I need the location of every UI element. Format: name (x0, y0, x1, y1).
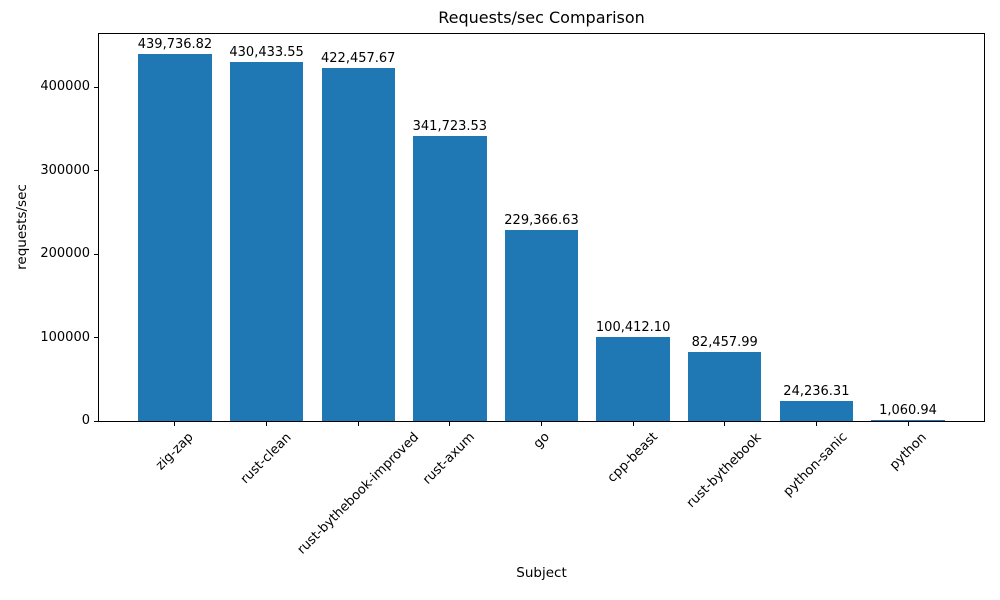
bar-value-label: 82,457.99 (691, 335, 758, 351)
x-tick-mark (907, 422, 909, 426)
y-tick-label: 200000 (40, 246, 90, 262)
x-tick-mark (449, 422, 451, 426)
y-tick-label: 400000 (40, 79, 90, 95)
bar-value-label: 1,060.94 (879, 403, 937, 418)
bar-value-label: 422,457.67 (321, 51, 396, 67)
bar (596, 337, 670, 421)
y-tick-mark (94, 253, 98, 255)
bar-value-label: 229,366.63 (504, 212, 579, 228)
y-tick-mark (94, 337, 98, 339)
bar (688, 352, 762, 421)
x-tick-mark (266, 422, 268, 426)
x-tick-label: cpp-beast (604, 429, 662, 487)
x-tick-mark (632, 422, 634, 426)
y-tick-mark (94, 170, 98, 172)
bar (321, 68, 395, 421)
bar (871, 420, 945, 421)
y-tick-label: 100000 (40, 329, 90, 345)
x-tick-label: zig-zap (153, 429, 197, 474)
y-tick-label: 0 (81, 413, 90, 428)
bar-value-label: 341,723.53 (412, 118, 488, 134)
y-tick-label: 300000 (40, 162, 90, 178)
x-tick-mark (174, 422, 176, 426)
bar-value-label: 24,236.31 (783, 383, 850, 399)
x-tick-mark (724, 422, 726, 426)
x-tick-label: python (886, 429, 930, 473)
chart-title: Requests/sec Comparison (438, 8, 645, 27)
bar-value-label: 430,433.55 (229, 44, 304, 60)
x-tick-mark (815, 422, 817, 426)
bar (779, 400, 854, 421)
bar-value-label: 100,412.10 (595, 320, 671, 336)
x-tick-label: rust-axum (420, 430, 479, 488)
bar-value-label: 439,736.82 (137, 37, 213, 53)
bar (138, 54, 212, 421)
x-tick-label: python-sanic (781, 430, 851, 500)
bar (229, 61, 304, 421)
bar (504, 229, 579, 421)
x-tick-label: rust-bythebook (684, 429, 765, 511)
x-tick-label: rust-bythebook-improved (294, 429, 422, 558)
x-tick-label: go (530, 429, 553, 452)
x-tick-label: rust-clean (237, 429, 295, 487)
x-tick-mark (357, 422, 359, 426)
y-tick-mark (94, 86, 98, 88)
bar (413, 135, 487, 421)
plot-area (98, 33, 985, 422)
x-axis-label: Subject (516, 565, 567, 581)
y-tick-mark (94, 420, 98, 422)
x-tick-mark (541, 422, 542, 426)
